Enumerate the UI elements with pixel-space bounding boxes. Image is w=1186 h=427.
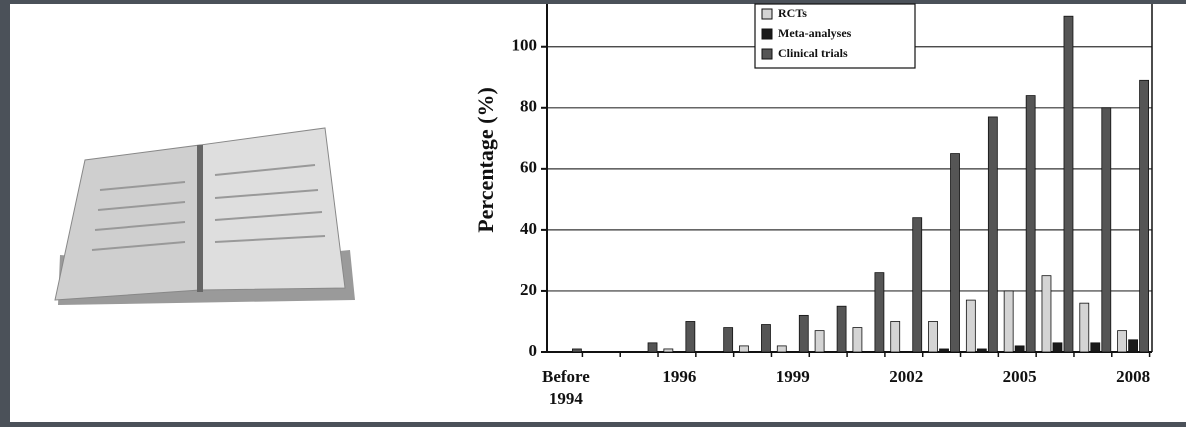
bar <box>1102 108 1111 352</box>
bar <box>966 300 975 352</box>
bar <box>929 321 938 352</box>
bar <box>1064 16 1073 352</box>
bar <box>1042 276 1051 352</box>
y-tick-label: 80 <box>520 97 537 116</box>
x-tick-label: 1996 <box>662 367 696 386</box>
bar <box>1004 291 1013 352</box>
bar <box>1080 303 1089 352</box>
y-tick-label: 40 <box>520 219 537 238</box>
bar <box>913 218 922 352</box>
legend-label: Clinical trials <box>778 46 848 60</box>
bar <box>988 117 997 352</box>
bar <box>875 273 884 352</box>
slide: Percentage (%) 020406080100Before1994199… <box>0 0 1186 422</box>
bar <box>891 321 900 352</box>
legend-swatch <box>762 9 772 19</box>
bar <box>761 325 770 352</box>
bar <box>1140 80 1149 352</box>
bar <box>1026 96 1035 352</box>
bar <box>940 349 949 352</box>
x-tick-label: 2005 <box>1003 367 1037 386</box>
bar <box>739 346 748 352</box>
bar <box>572 349 581 352</box>
y-tick-label: 100 <box>512 36 538 55</box>
legend: RCTs Meta-analyses Clinical trials <box>755 4 915 68</box>
bar <box>1118 331 1127 352</box>
bar <box>799 315 808 352</box>
legend-swatch <box>762 29 772 39</box>
bar <box>1053 343 1062 352</box>
y-axis-label: Percentage (%) <box>473 87 498 233</box>
x-tick-label: 1999 <box>776 367 810 386</box>
bar <box>686 321 695 352</box>
bar <box>951 154 960 352</box>
y-tick-label: 60 <box>520 158 537 177</box>
x-tick-label: 2008 <box>1116 367 1150 386</box>
y-tick-label: 0 <box>529 341 538 360</box>
legend-label: Meta-analyses <box>778 26 852 40</box>
bar <box>853 328 862 352</box>
bar <box>815 331 824 352</box>
x-tick-label: 2002 <box>889 367 923 386</box>
legend-swatch <box>762 49 772 59</box>
page: {"chart_data":{"type":"bar","y_label":"P… <box>0 0 1186 422</box>
bar <box>724 328 733 352</box>
y-tick-label: 20 <box>520 280 537 299</box>
bar <box>1129 340 1138 352</box>
bar <box>1015 346 1024 352</box>
bar <box>1091 343 1100 352</box>
bar <box>664 349 673 352</box>
bar <box>777 346 786 352</box>
bar <box>977 349 986 352</box>
bar <box>648 343 657 352</box>
bar <box>837 306 846 352</box>
legend-label: RCTs <box>778 6 807 20</box>
